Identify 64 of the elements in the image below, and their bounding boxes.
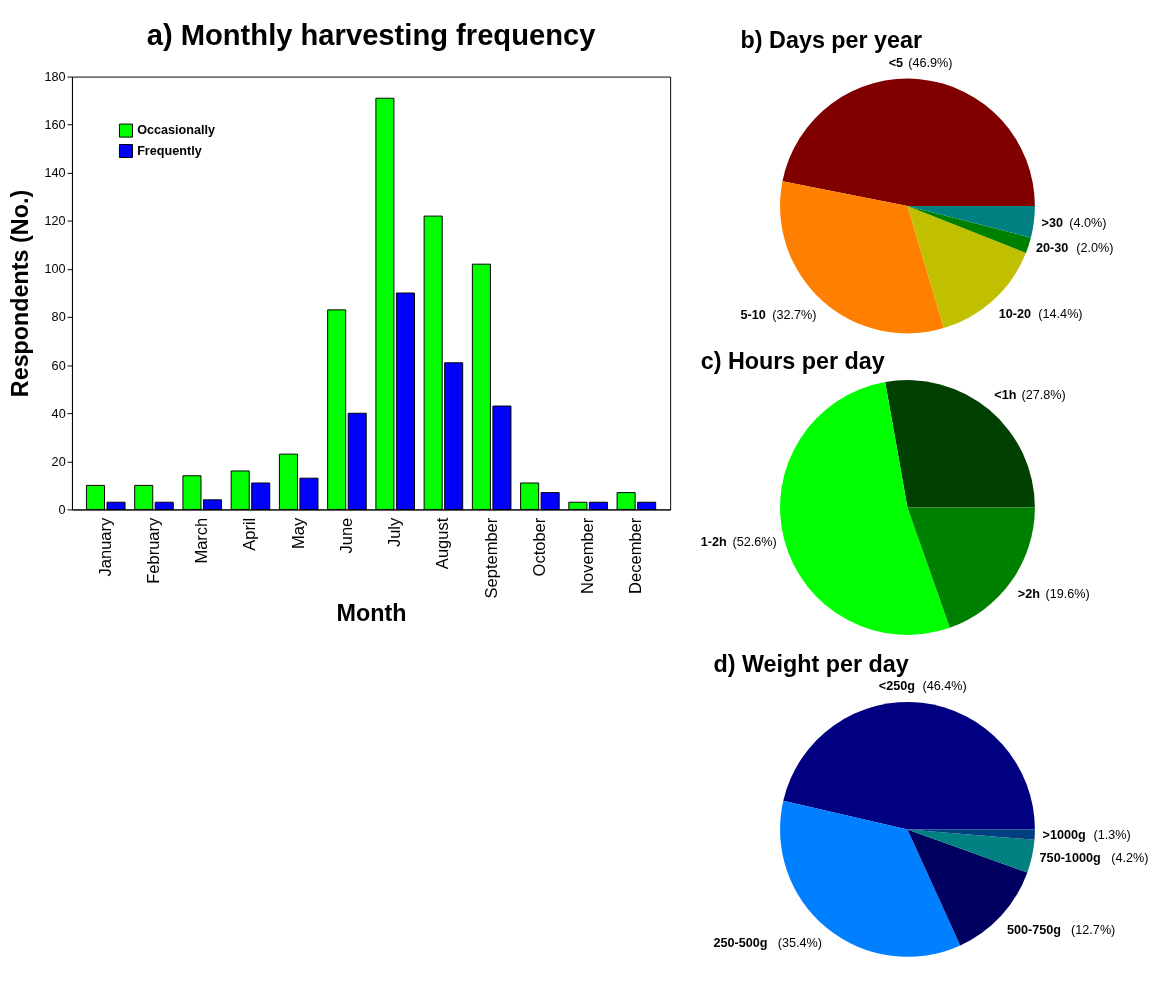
x-tick-label: May: [288, 516, 308, 549]
pie-slice: [907, 205, 1035, 238]
data-label: (32.7%): [772, 307, 817, 322]
y-tick-label: 40: [51, 406, 66, 421]
legend-label: Frequently: [137, 143, 202, 158]
slice-label: 250-500g: [713, 935, 768, 950]
slice-label: 500-750g: [1006, 922, 1061, 937]
x-tick-label: September: [481, 517, 501, 599]
slice-label: 20-30: [1036, 240, 1069, 255]
data-label: (4.2%): [1111, 850, 1149, 865]
x-tick-label: June: [336, 517, 356, 554]
slice-label: 750-1000g: [1039, 850, 1101, 865]
pie-slice: [907, 829, 1035, 840]
slice-label: 1-2h: [700, 534, 727, 549]
pie-slice: [907, 205, 1031, 253]
y-tick-label: 180: [44, 69, 66, 84]
slice-label: >2h: [1017, 587, 1040, 602]
x-tick-label: December: [626, 517, 646, 594]
data-label: (12.7%): [1071, 922, 1116, 937]
y-tick-label: 140: [44, 166, 66, 181]
y-axis-title: Respondents (No.): [7, 189, 34, 398]
slice-label: <1h: [994, 388, 1017, 402]
slice-label: 10-20: [998, 307, 1032, 322]
chart-title: b) Days per year: [740, 27, 923, 54]
data-label: (14.4%): [1038, 307, 1083, 322]
slice-label: >1000g: [1042, 827, 1086, 842]
slice-label: <5: [888, 55, 904, 70]
pie-slice: [782, 78, 1035, 206]
pie-slice: [780, 382, 950, 635]
chart-title: c) Hours per day: [700, 348, 885, 375]
pie-slice: [907, 829, 1035, 873]
x-tick-label: April: [240, 517, 260, 551]
legend-label: Occasionally: [137, 123, 216, 138]
x-tick-label: February: [143, 516, 163, 584]
y-tick-label: 60: [51, 358, 66, 373]
x-axis-title: Month: [336, 599, 407, 626]
data-label: (1.3%): [1093, 827, 1131, 842]
data-label: (2.0%): [1076, 240, 1114, 255]
chart-title: a) Monthly harvesting frequency: [146, 19, 597, 52]
chart-title: d) Weight per day: [713, 650, 909, 677]
x-tick-label: March: [192, 517, 212, 564]
slice-label: 5-10: [740, 307, 766, 322]
slice-label: >30: [1041, 215, 1064, 230]
x-tick-label: August: [433, 517, 453, 570]
y-tick-label: 120: [44, 214, 66, 229]
data-label: (27.8%): [1021, 388, 1066, 402]
data-label: (4.0%): [1069, 215, 1107, 230]
data-label: (19.6%): [1045, 587, 1090, 602]
x-tick-label: October: [529, 517, 549, 577]
data-label: (46.4%): [922, 679, 967, 694]
data-label: (46.9%): [908, 55, 953, 70]
slice-label: <250g: [878, 679, 915, 694]
pie-slice: [780, 800, 961, 957]
x-tick-label: July: [385, 516, 405, 548]
pie-slice: [783, 702, 1035, 830]
y-tick-label: 80: [51, 310, 66, 325]
x-tick-label: January: [95, 516, 115, 577]
y-tick-label: 160: [44, 118, 66, 133]
y-tick-label: 100: [44, 262, 66, 277]
y-tick-label: 0: [58, 502, 66, 517]
y-tick-label: 20: [51, 454, 66, 469]
x-tick-label: November: [578, 517, 597, 594]
data-label: (35.4%): [777, 935, 822, 950]
data-label: (52.6%): [732, 534, 777, 549]
